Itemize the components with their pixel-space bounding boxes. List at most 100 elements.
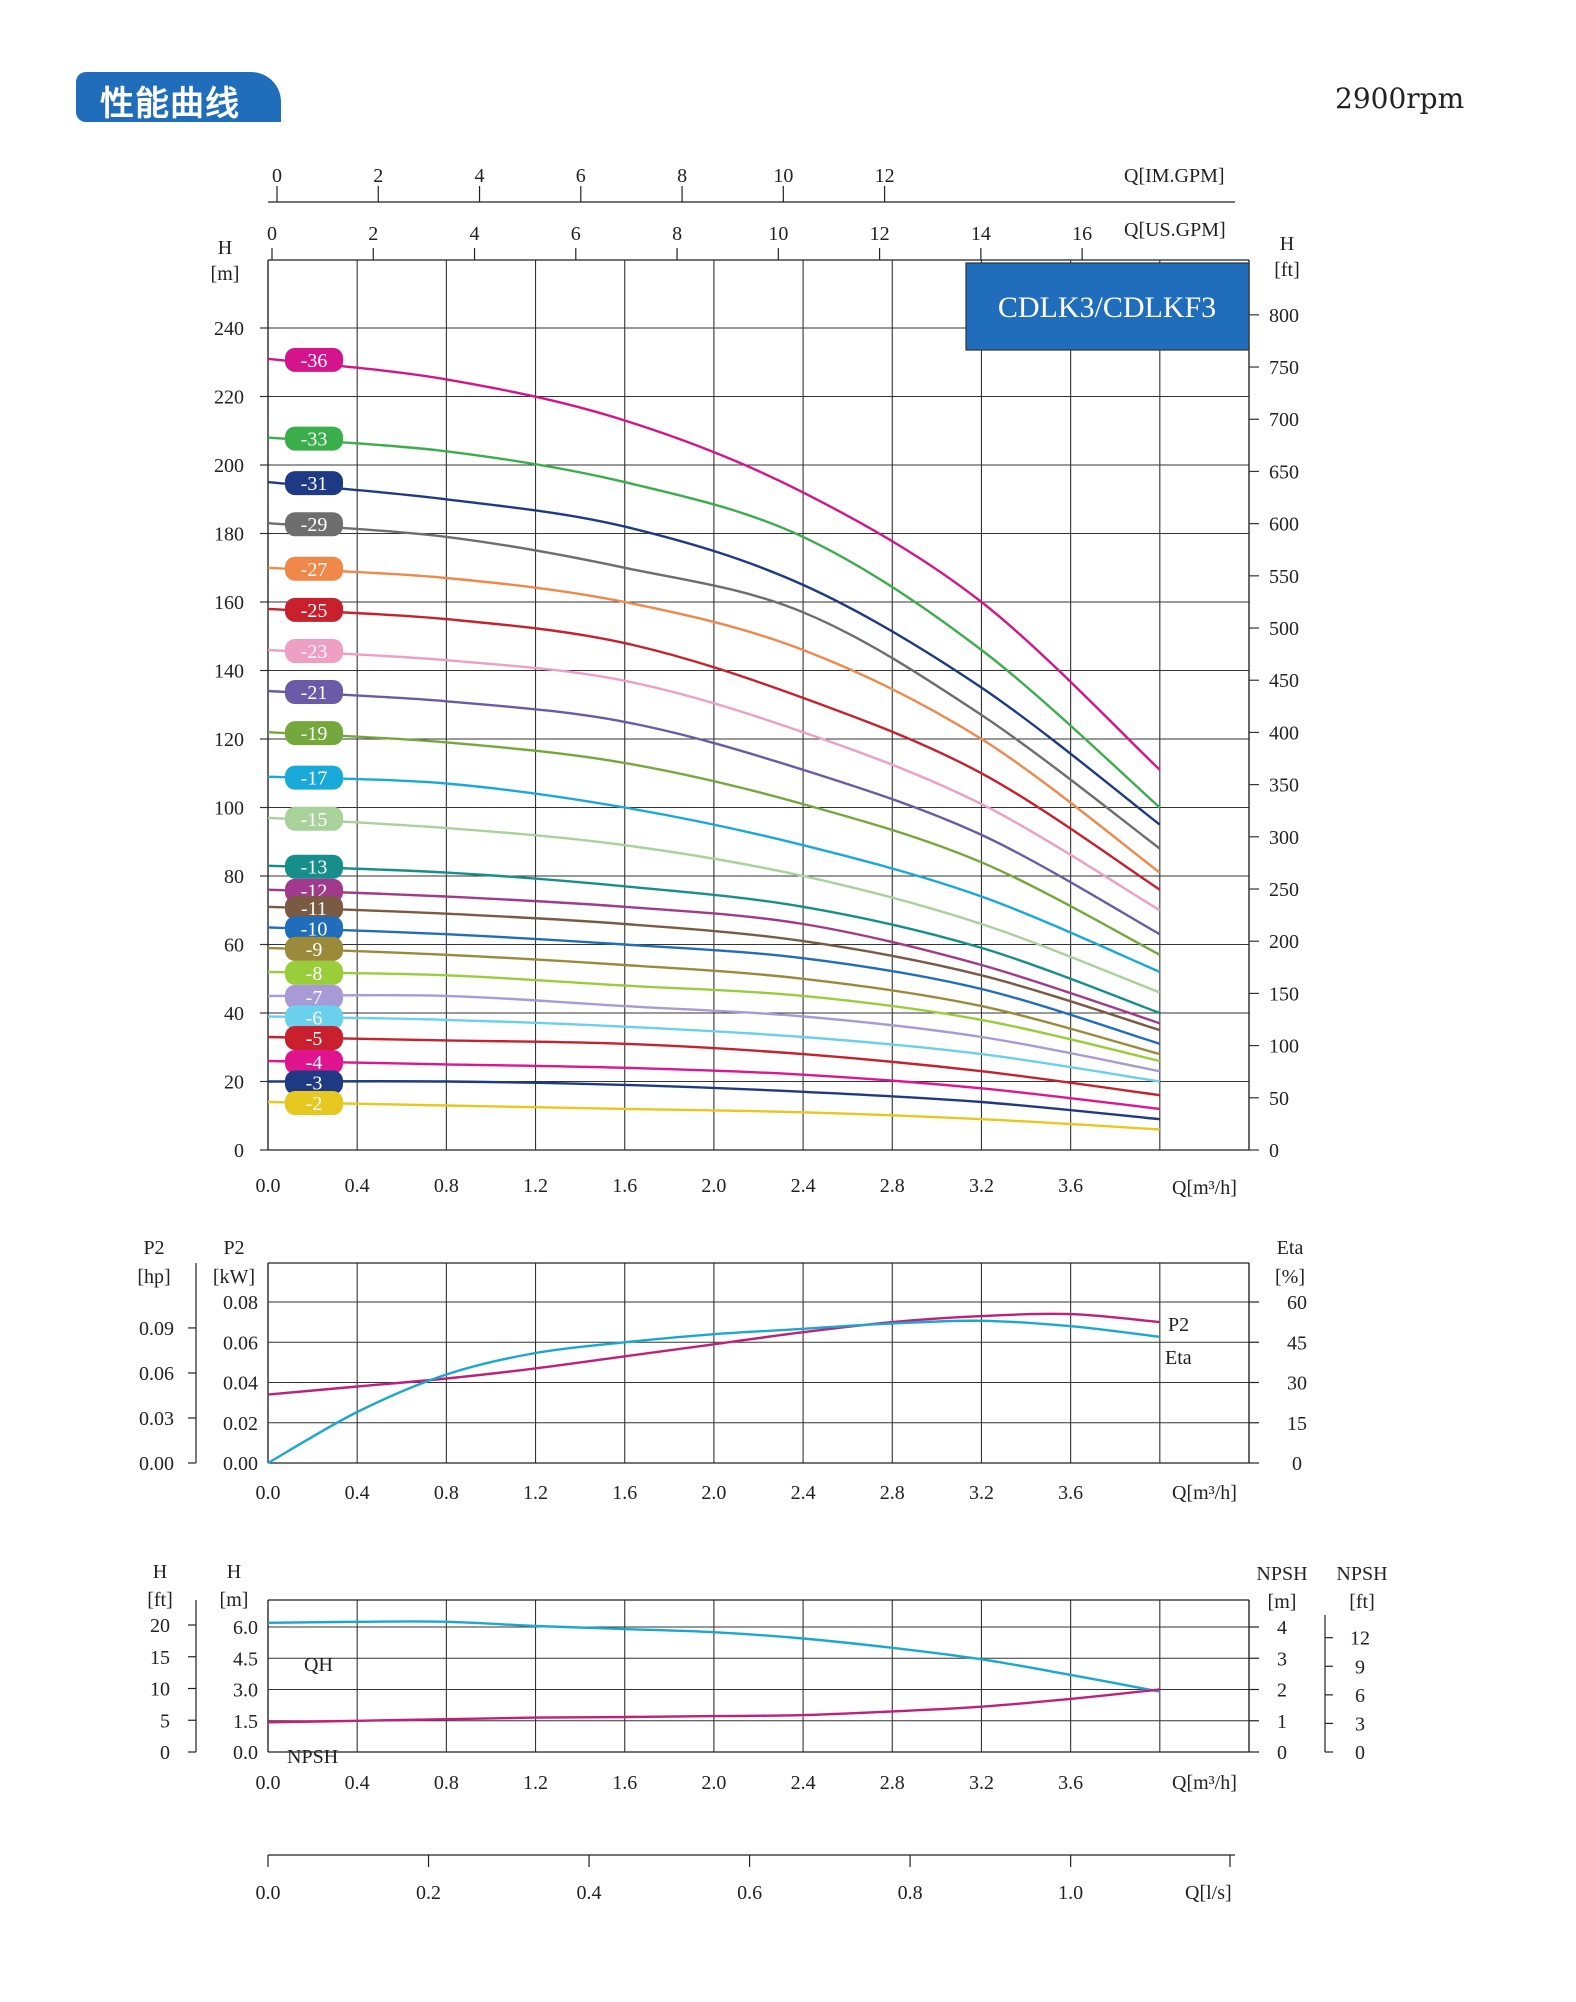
x-tick-label: 0.8 [434, 1482, 459, 1504]
npsh-ft-tick-label: 9 [1355, 1656, 1365, 1678]
kw-axis-unit: [kW] [213, 1266, 255, 1288]
hp-axis-label: P2 [143, 1237, 164, 1259]
x-tick-label: 1.2 [523, 1482, 548, 1504]
hft-tick-label: 10 [150, 1679, 170, 1701]
y-tick-label: 0 [234, 1140, 244, 1162]
hft-tick-label: 15 [150, 1647, 170, 1669]
y2-tick-label: 500 [1269, 618, 1299, 640]
series-line [267, 1059, 1160, 1111]
x-tick-label: 2.0 [701, 1175, 726, 1197]
series-line [267, 775, 1161, 974]
y-tick-label: 0.06 [223, 1332, 258, 1354]
stage-label-box [285, 854, 343, 879]
x-tick-label: 2.4 [791, 1482, 816, 1504]
x-tick-label: 1.6 [612, 1772, 637, 1794]
im-gpm-label: 4 [475, 165, 485, 187]
y-tick-label: 0.02 [223, 1413, 258, 1435]
npsh-m-axis-label: NPSH [1256, 1563, 1307, 1585]
hp-axis-unit: [hp] [137, 1266, 170, 1288]
stage-label-box [285, 471, 343, 496]
series-line [267, 731, 1161, 956]
ls-axis: 0.0 0.2 0.4 0.6 0.8 1.0 Q[l/s] [256, 1854, 1235, 1904]
us-gpm-label: 4 [470, 223, 480, 245]
eta-tick-label: 0 [1292, 1453, 1302, 1475]
legend-label: -4 [306, 1052, 323, 1074]
stage-label-box [285, 936, 343, 961]
x-tick-label: 3.6 [1058, 1175, 1083, 1197]
legend-label: QH [304, 1654, 333, 1676]
y-tick-label: 20 [224, 1072, 244, 1094]
y-tick-label: 1.5 [233, 1711, 258, 1733]
stage-label-box [285, 638, 343, 663]
x-tick-label: 2.4 [791, 1772, 816, 1794]
legend-label: -10 [301, 918, 328, 940]
series-line [267, 993, 1161, 1073]
hm-axis-label: H [227, 1561, 241, 1583]
series-line [267, 905, 1161, 1032]
y-tick-label: 3.0 [233, 1680, 258, 1702]
y-tick-label: 60 [224, 935, 244, 957]
model-title-box [965, 262, 1250, 351]
hm-axis-unit: [m] [220, 1589, 249, 1611]
x-tick-label: 1.2 [523, 1772, 548, 1794]
y-tick-label: 160 [214, 592, 244, 614]
series-line [267, 1035, 1160, 1097]
y2-tick-label: 150 [1269, 983, 1299, 1005]
hft-axis-unit: [ft] [147, 1589, 173, 1611]
hp-tick-label: 0.03 [139, 1408, 174, 1430]
stage-label-box [285, 426, 343, 451]
us-gpm-label: 6 [571, 223, 581, 245]
stage-label-box [285, 556, 343, 581]
series-line [267, 970, 1161, 1063]
y-tick-label: 6.0 [233, 1617, 258, 1639]
us-gpm-label: 8 [672, 223, 682, 245]
y2-tick-label: 650 [1269, 461, 1299, 483]
npsh-ft-axis-unit: [ft] [1349, 1591, 1375, 1613]
series-line [267, 1015, 1160, 1083]
series-line [267, 648, 1161, 912]
x-axis-label: Q[m³/h] [1172, 1772, 1237, 1794]
y2-tick-label: 350 [1269, 775, 1299, 797]
y2-tick-label: 100 [1269, 1036, 1299, 1058]
series-line [267, 522, 1161, 850]
y-tick-label: 180 [214, 524, 244, 546]
hft-tick-label: 5 [160, 1710, 170, 1732]
legend-label: -29 [301, 514, 328, 536]
npsh-ft-tick-label: 6 [1355, 1685, 1365, 1707]
power-chart: 0.00 0.02 0.04 0.06 0.08 0.0 0.4 0.8 1.2 1.6 2.0 2.… [137, 1237, 1307, 1504]
series-line [267, 436, 1161, 809]
x-tick-label: 0.8 [434, 1772, 459, 1794]
stage-label-box [285, 960, 343, 985]
stage-label-box [285, 916, 343, 941]
legend-label: -2 [306, 1093, 323, 1115]
x-tick-label: 3.2 [969, 1175, 994, 1197]
legend-label: NPSH [287, 1746, 338, 1768]
stage-label-box [285, 1005, 343, 1030]
ls-tick-label: 0.6 [737, 1882, 762, 1904]
ls-tick-label: 0.0 [256, 1882, 281, 1904]
legend-label: -36 [301, 350, 328, 372]
stage-label-box [285, 895, 343, 920]
series-line [267, 1688, 1160, 1724]
y2-tick-label: 50 [1269, 1088, 1289, 1110]
series-line [267, 480, 1161, 826]
kw-axis-label: P2 [223, 1237, 244, 1259]
series-line [267, 1100, 1160, 1131]
series-line [267, 1319, 1160, 1465]
npsh-chart: 0.0 1.5 3.0 4.5 6.0 0.0 0.4 0.8 1.2 1.6 2.0 2.4 2.8 3… [147, 1561, 1387, 1794]
hft-axis-label: H [153, 1561, 167, 1583]
npsh-m-tick-label: 4 [1277, 1617, 1287, 1639]
legend-label: P2 [1168, 1314, 1189, 1336]
im-gpm-label: 10 [773, 165, 793, 187]
y2-tick-label: 600 [1269, 514, 1299, 536]
npsh-ft-axis-label: NPSH [1336, 1563, 1387, 1585]
npsh-ft-tick-label: 12 [1350, 1628, 1370, 1650]
y2-tick-label: 700 [1269, 409, 1299, 431]
header-badge [76, 72, 281, 122]
y-axis-label: H [218, 237, 232, 259]
x-tick-label: 0.4 [345, 1175, 370, 1197]
y2-tick-label: 250 [1269, 879, 1299, 901]
y-tick-label: 0.00 [223, 1453, 258, 1475]
eta-tick-label: 15 [1287, 1413, 1307, 1435]
series-line [267, 1620, 1161, 1693]
